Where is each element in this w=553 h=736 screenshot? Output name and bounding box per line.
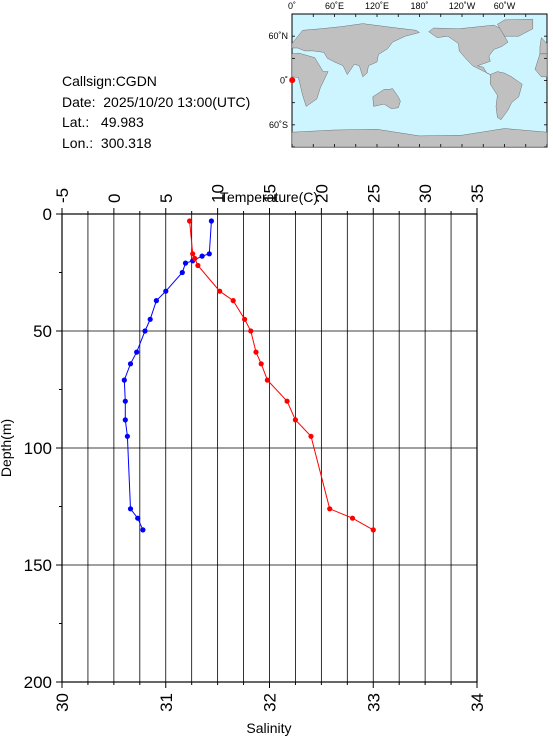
station-marker-dot: [289, 77, 296, 84]
temperature-point: [122, 417, 128, 423]
axis-ticks: [56, 208, 478, 688]
temperature-tick-label: 5: [157, 194, 176, 203]
profile-chart: -5 0 5 10 15 20 25 30 35 30 31 32 33 34 050100150200…: [0, 184, 487, 736]
greenland-landmass: [497, 18, 533, 37]
callsign-text: Callsign:CGDN: [62, 73, 157, 89]
depth-tick-label: 0: [43, 205, 52, 224]
temperature-tick-label: 15: [261, 184, 280, 203]
top-axis-title: Temperature(C): [220, 189, 318, 205]
map-lat-label: 0˚: [280, 76, 288, 86]
salinity-point: [292, 417, 298, 423]
salinity-point: [192, 255, 198, 262]
salinity-point: [284, 398, 290, 404]
temperature-tick-label: -5: [53, 188, 72, 203]
salinity-profile-line: [189, 220, 374, 531]
salinity-point: [187, 218, 193, 224]
salinity-point: [264, 377, 270, 383]
temperature-point: [122, 398, 128, 404]
north-america-landmass: [428, 24, 509, 75]
salinity-point: [327, 506, 333, 512]
temperature-point: [179, 269, 185, 276]
salinity-point: [190, 251, 196, 257]
depth-tick-label: 200: [24, 673, 52, 692]
salinity-point: [258, 361, 264, 367]
salinity-point: [217, 288, 223, 294]
salinity-point: [230, 298, 236, 304]
temperature-point: [127, 361, 134, 367]
west-africa-landmass: [534, 53, 548, 78]
temperature-tick-label: 20: [312, 184, 331, 203]
map-lon-label: 60˚W: [494, 1, 516, 11]
temperature-point: [142, 328, 148, 334]
depth-tick-label: 100: [24, 439, 52, 458]
salinity-tick-label: 34: [468, 693, 487, 712]
salinity-point: [370, 527, 376, 533]
station-marker: [289, 77, 296, 84]
map-lon-label: 0˚: [288, 1, 296, 11]
temperature-point: [134, 349, 140, 355]
bottom-axis-title: Salinity: [246, 720, 291, 736]
map-lon-label: 60˚E: [325, 1, 344, 11]
eurasia-landmass: [291, 23, 420, 78]
series-layer: [121, 218, 376, 533]
salinity-point: [253, 349, 259, 355]
temperature-tick-labels: -5 0 5 10 15 20 25 30 35: [53, 184, 487, 203]
world-map: 0˚ 60˚E 120˚E 180˚ 120˚W 60˚W 60˚N 0˚ 60˚S: [268, 1, 548, 148]
chart-grid: [61, 213, 478, 683]
temperature-tick-label: 35: [468, 184, 487, 203]
salinity-point: [195, 262, 201, 269]
salinity-tick-label: 32: [261, 693, 280, 712]
map-latitude-labels: 60˚N 0˚ 60˚S: [268, 31, 288, 130]
temperature-point: [208, 218, 214, 224]
salinity-point: [248, 328, 254, 334]
salinity-point: [242, 316, 248, 322]
temperature-point: [182, 260, 189, 266]
temperature-point: [206, 251, 212, 257]
depth-tick-label: 50: [33, 322, 52, 341]
temperature-point: [135, 515, 141, 521]
south-america-landmass: [490, 71, 523, 120]
temperature-point: [147, 316, 153, 322]
temperature-point: [121, 377, 127, 383]
temperature-point: [127, 506, 134, 512]
temperature-point: [124, 433, 130, 439]
salinity-tick-labels: 30 31 32 33 34: [53, 693, 487, 712]
salinity-tick-label: 30: [53, 693, 72, 712]
map-lon-label: 120˚E: [365, 1, 389, 11]
australia-landmass: [372, 88, 401, 109]
salinity-tick-label: 33: [364, 693, 383, 712]
lon-text: Lon.: 300.318: [62, 134, 152, 151]
date-text: Date: 2025/10/20 13:00(UTC): [62, 93, 251, 110]
map-ticks: [291, 13, 548, 148]
lat-text: Lat.: 49.983: [62, 114, 144, 130]
temperature-tick-label: 0: [105, 194, 124, 203]
salinity-tick-label: 31: [157, 693, 176, 712]
africa-landmass: [291, 52, 329, 107]
depth-tick-label: 150: [24, 556, 52, 575]
temperature-tick-label: 25: [364, 184, 383, 203]
temperature-point: [199, 253, 205, 259]
station-info: Callsign:CGDN Date: 2025/10/20 13:00(UTC…: [62, 71, 250, 153]
map-lon-label: 120˚W: [449, 1, 476, 11]
map-lat-label: 60˚S: [269, 120, 288, 130]
temperature-point: [163, 288, 169, 294]
temperature-tick-label: 10: [209, 184, 228, 203]
map-lon-label: 180˚: [410, 1, 428, 11]
temperature-tick-label: 30: [416, 184, 435, 203]
y-axis-title: Depth(m): [0, 419, 14, 477]
temperature-point: [140, 527, 146, 533]
depth-tick-labels: 0 50 100 150 200: [24, 205, 52, 692]
map-land: [291, 18, 548, 148]
salinity-point: [308, 433, 314, 439]
map-lat-label: 60˚N: [268, 31, 288, 41]
salinity-point: [349, 515, 356, 521]
temperature-point: [153, 298, 159, 304]
map-longitude-labels: 0˚ 60˚E 120˚E 180˚ 120˚W 60˚W: [288, 1, 516, 11]
